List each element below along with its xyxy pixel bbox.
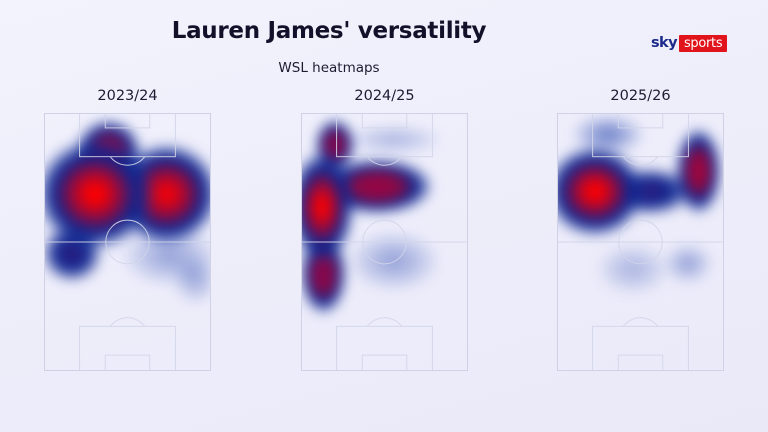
heat-layer [45, 114, 210, 370]
pitch-heatmap-2024-25 [301, 113, 468, 371]
logo-sports-text: sports [678, 34, 728, 52]
heat-hotspot [343, 124, 444, 156]
heat-hotspot [596, 243, 670, 295]
heat-hotspot [347, 230, 441, 292]
season-label-2025-26: 2025/26 [610, 88, 671, 104]
logo-sky-text: sky [651, 35, 678, 51]
heat-hotspot [302, 150, 356, 264]
season-label-2023-24: 2023/24 [97, 88, 158, 104]
sky-sports-logo: sky sports [651, 34, 728, 52]
heat-layer [558, 114, 723, 370]
heat-hotspot [558, 144, 645, 238]
heat-hotspot [663, 243, 714, 285]
chart-subtitle: WSL heatmaps [278, 60, 380, 76]
season-label-2024-25: 2024/25 [354, 88, 415, 104]
pitch-heatmap-2025-26 [557, 113, 724, 371]
heat-hotspot [674, 126, 722, 215]
heat-hotspot [171, 253, 210, 305]
heat-layer [302, 114, 467, 370]
pitch-heatmap-2023-24 [44, 113, 211, 371]
chart-title: Lauren James' versatility [171, 18, 487, 44]
